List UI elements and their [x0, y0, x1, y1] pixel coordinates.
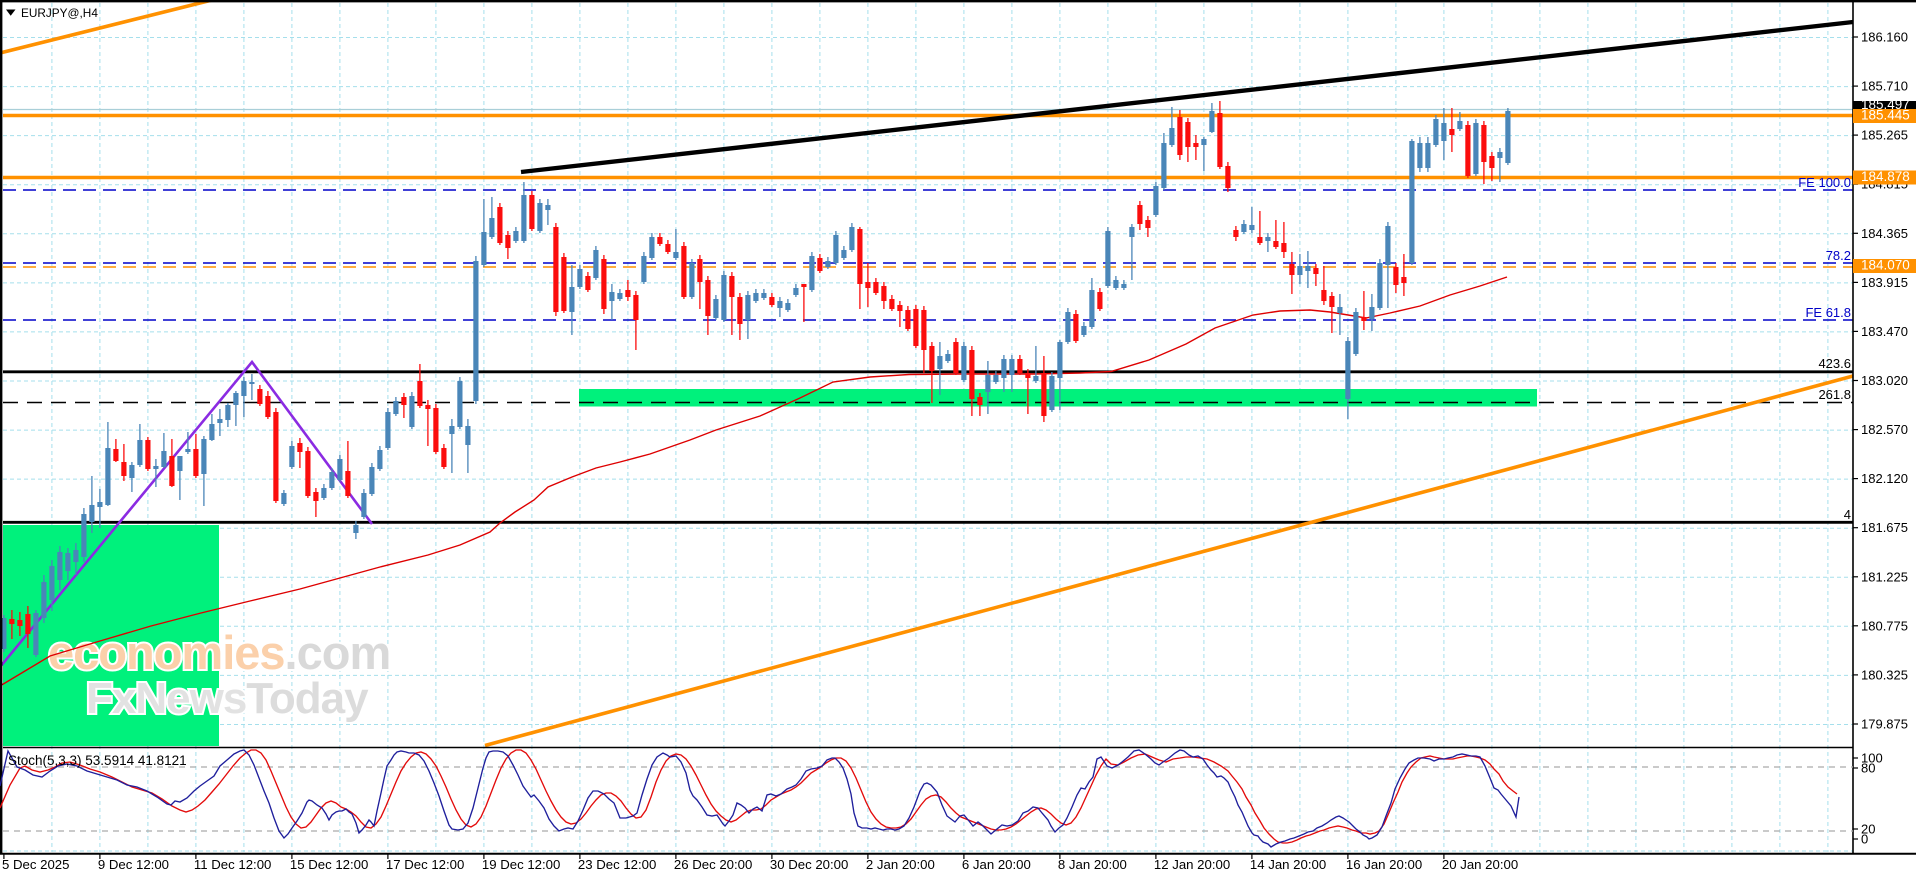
svg-text:261.8: 261.8	[1818, 387, 1851, 402]
svg-text:183.915: 183.915	[1861, 275, 1908, 290]
svg-text:19 Dec 12:00: 19 Dec 12:00	[482, 857, 560, 872]
svg-text:8 Jan 20:00: 8 Jan 20:00	[1058, 857, 1127, 872]
svg-text:5 Dec 2025: 5 Dec 2025	[2, 857, 69, 872]
svg-text:Stoch(5,3,3) 53.5914 41.8121: Stoch(5,3,3) 53.5914 41.8121	[8, 753, 187, 768]
svg-text:9 Dec 12:00: 9 Dec 12:00	[98, 857, 169, 872]
svg-text:185.265: 185.265	[1861, 128, 1908, 143]
svg-text:183.470: 183.470	[1861, 324, 1908, 339]
svg-text:182.120: 182.120	[1861, 471, 1908, 486]
svg-text:FxNewsToday: FxNewsToday	[86, 674, 369, 723]
svg-text:15 Dec 12:00: 15 Dec 12:00	[290, 857, 368, 872]
svg-text:184.070: 184.070	[1861, 258, 1910, 273]
svg-text:181.675: 181.675	[1861, 520, 1908, 535]
svg-text:186.160: 186.160	[1861, 30, 1908, 45]
svg-text:185.497: 185.497	[1861, 97, 1910, 112]
svg-text:4: 4	[1844, 507, 1851, 522]
svg-text:FE 100.0: FE 100.0	[1798, 175, 1851, 190]
svg-text:179.875: 179.875	[1861, 717, 1908, 732]
svg-text:FE 61.8: FE 61.8	[1805, 305, 1851, 320]
svg-text:180.325: 180.325	[1861, 667, 1908, 682]
svg-text:185.710: 185.710	[1861, 79, 1908, 94]
svg-text:20: 20	[1861, 822, 1875, 837]
svg-text:14 Jan 20:00: 14 Jan 20:00	[1250, 857, 1326, 872]
svg-text:0: 0	[1861, 832, 1868, 847]
svg-text:423.6: 423.6	[1818, 356, 1851, 371]
svg-text:17 Dec 12:00: 17 Dec 12:00	[386, 857, 464, 872]
svg-text:EURJPY@,H4: EURJPY@,H4	[21, 6, 98, 20]
svg-text:183.020: 183.020	[1861, 373, 1908, 388]
svg-text:2 Jan 20:00: 2 Jan 20:00	[866, 857, 935, 872]
svg-text:185.445: 185.445	[1861, 108, 1910, 123]
svg-text:184.878: 184.878	[1861, 169, 1910, 184]
svg-text:12 Jan 20:00: 12 Jan 20:00	[1154, 857, 1230, 872]
svg-text:181.225: 181.225	[1861, 569, 1908, 584]
svg-text:23 Dec 12:00: 23 Dec 12:00	[578, 857, 656, 872]
svg-text:economies.com: economies.com	[48, 626, 390, 679]
svg-text:100: 100	[1861, 751, 1883, 766]
svg-text:11 Dec 12:00: 11 Dec 12:00	[194, 857, 271, 872]
svg-text:16 Jan 20:00: 16 Jan 20:00	[1346, 857, 1422, 872]
svg-text:78.2: 78.2	[1826, 248, 1851, 263]
svg-text:182.570: 182.570	[1861, 422, 1908, 437]
svg-text:184.365: 184.365	[1861, 226, 1908, 241]
svg-text:6 Jan 20:00: 6 Jan 20:00	[962, 857, 1031, 872]
svg-text:80: 80	[1861, 761, 1875, 776]
svg-text:30 Dec 20:00: 30 Dec 20:00	[770, 857, 848, 872]
svg-text:180.775: 180.775	[1861, 618, 1908, 633]
svg-text:26 Dec 20:00: 26 Dec 20:00	[674, 857, 752, 872]
svg-text:20 Jan 20:00: 20 Jan 20:00	[1442, 857, 1518, 872]
